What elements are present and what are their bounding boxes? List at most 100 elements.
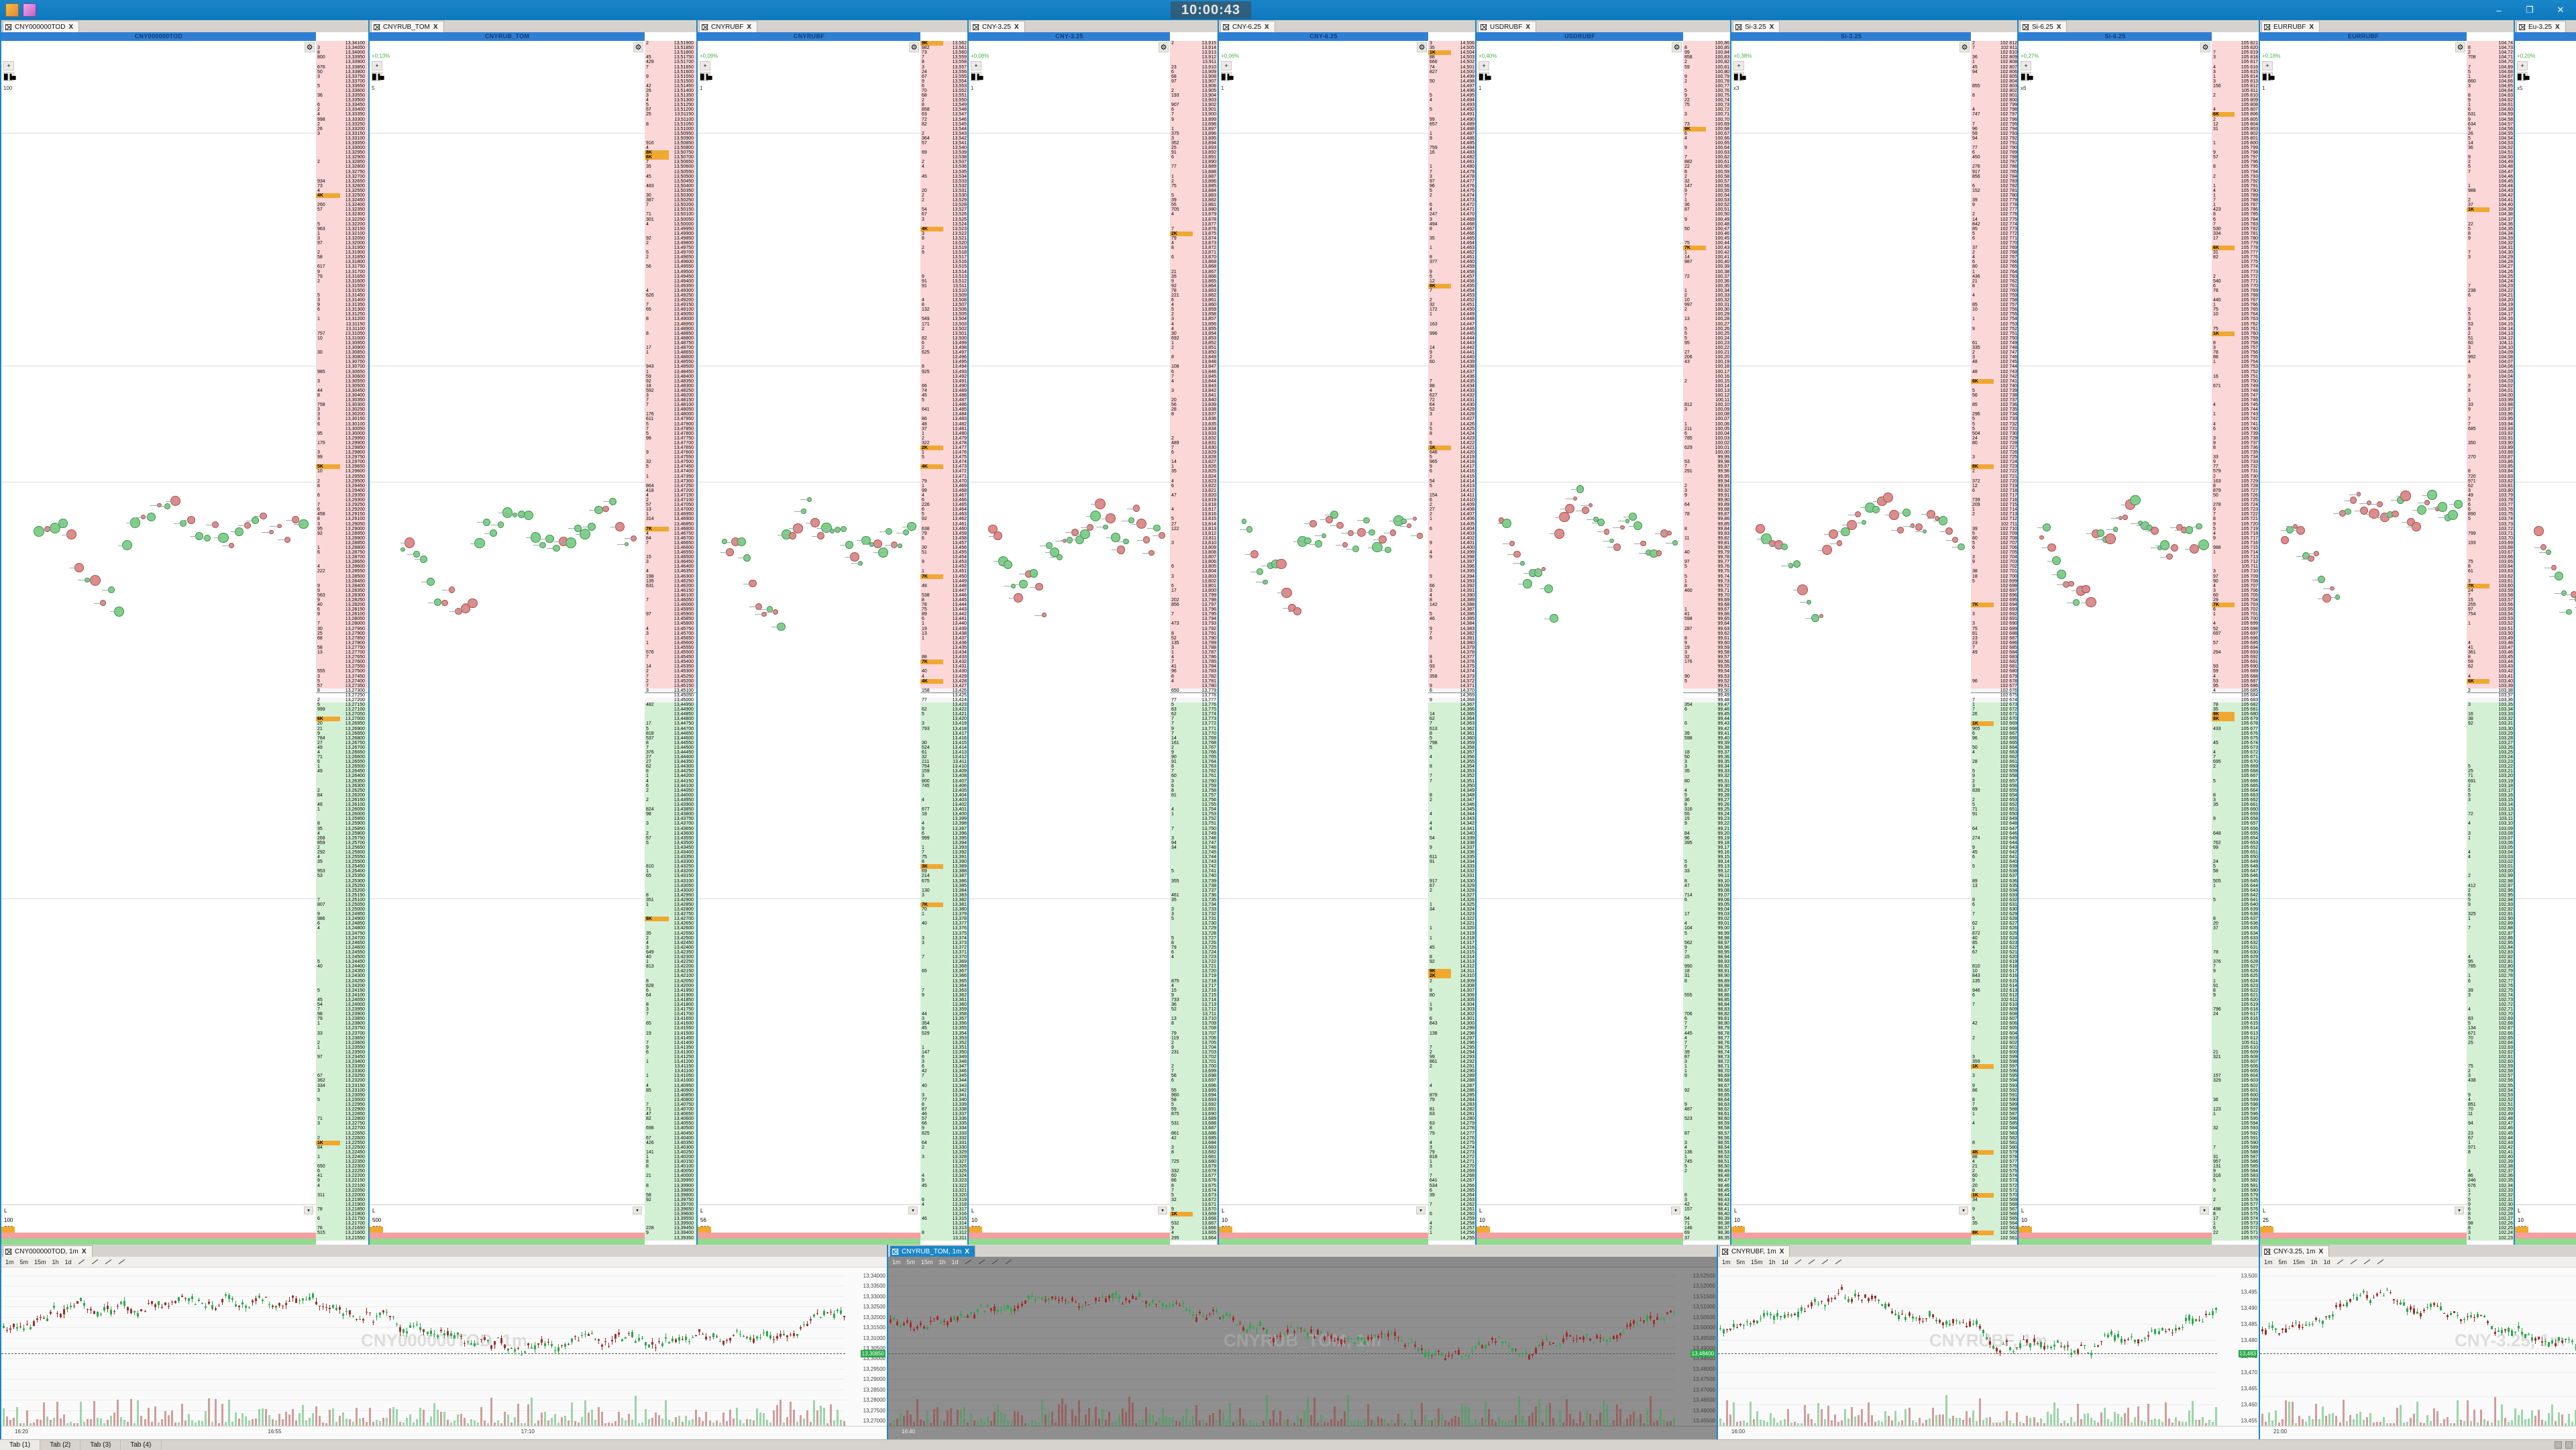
ladder-row[interactable]: 13,50550 — [645, 170, 697, 174]
ladder-row[interactable]: 14,315 — [1428, 950, 1475, 955]
ladder-row[interactable]: 14,473 — [1428, 198, 1475, 203]
ladder-row[interactable]: 13,34100 — [316, 41, 368, 46]
ladder-row[interactable]: 13,32950 — [316, 150, 368, 155]
ladder-row[interactable]: 14,296 — [1428, 1041, 1475, 1045]
ladder-row[interactable]: 14,400 — [1428, 546, 1475, 550]
ladder-row[interactable]: 13,22700 — [316, 1126, 368, 1131]
ladder-row[interactable]: 13,834 — [1170, 427, 1217, 431]
ladder-row[interactable]: 13,361 — [920, 998, 967, 1002]
ladder-row[interactable]: 13,417 — [920, 731, 967, 736]
footer-qty-1[interactable]: 10 — [1222, 1217, 1228, 1223]
ladder-row[interactable]: 13,22350 — [316, 1159, 368, 1164]
ladder-row[interactable]: 13,22850 — [316, 1112, 368, 1117]
ladder-row[interactable]: 14,338 — [1428, 841, 1475, 845]
ladder-row[interactable]: 13,687 — [1170, 1126, 1217, 1131]
ladder-row[interactable]: 13,836 — [1170, 417, 1217, 421]
ladder-row[interactable]: 13,514 — [920, 270, 967, 274]
ladder-row[interactable]: 13,21950 — [316, 1198, 368, 1202]
ladder-row[interactable]: 13,30050 — [316, 427, 368, 431]
ladder-row[interactable]: 13,33000 — [316, 146, 368, 150]
ladder-row[interactable]: 13,45650 — [645, 636, 697, 641]
ladder-row[interactable]: 99,81 — [1683, 541, 1730, 546]
ladder-row[interactable]: 13,385 — [920, 884, 967, 888]
ladder-row[interactable]: 13,27800 — [316, 641, 368, 645]
ladder-row[interactable]: 13,45850 — [645, 617, 697, 621]
ladder-row[interactable]: 13,30700 — [316, 364, 368, 369]
ladder-row[interactable]: 13,906 — [1170, 84, 1217, 89]
ladder-row[interactable]: 13,24550 — [316, 950, 368, 955]
ladder-row[interactable]: 13,39600 — [645, 1212, 697, 1216]
ladder-row[interactable]: 13,416 — [920, 736, 967, 741]
ladder-row[interactable]: 100,07 — [1683, 417, 1730, 421]
ladder-row[interactable]: 13,510 — [920, 289, 967, 293]
ladder-row[interactable]: 13,47300 — [645, 479, 697, 484]
